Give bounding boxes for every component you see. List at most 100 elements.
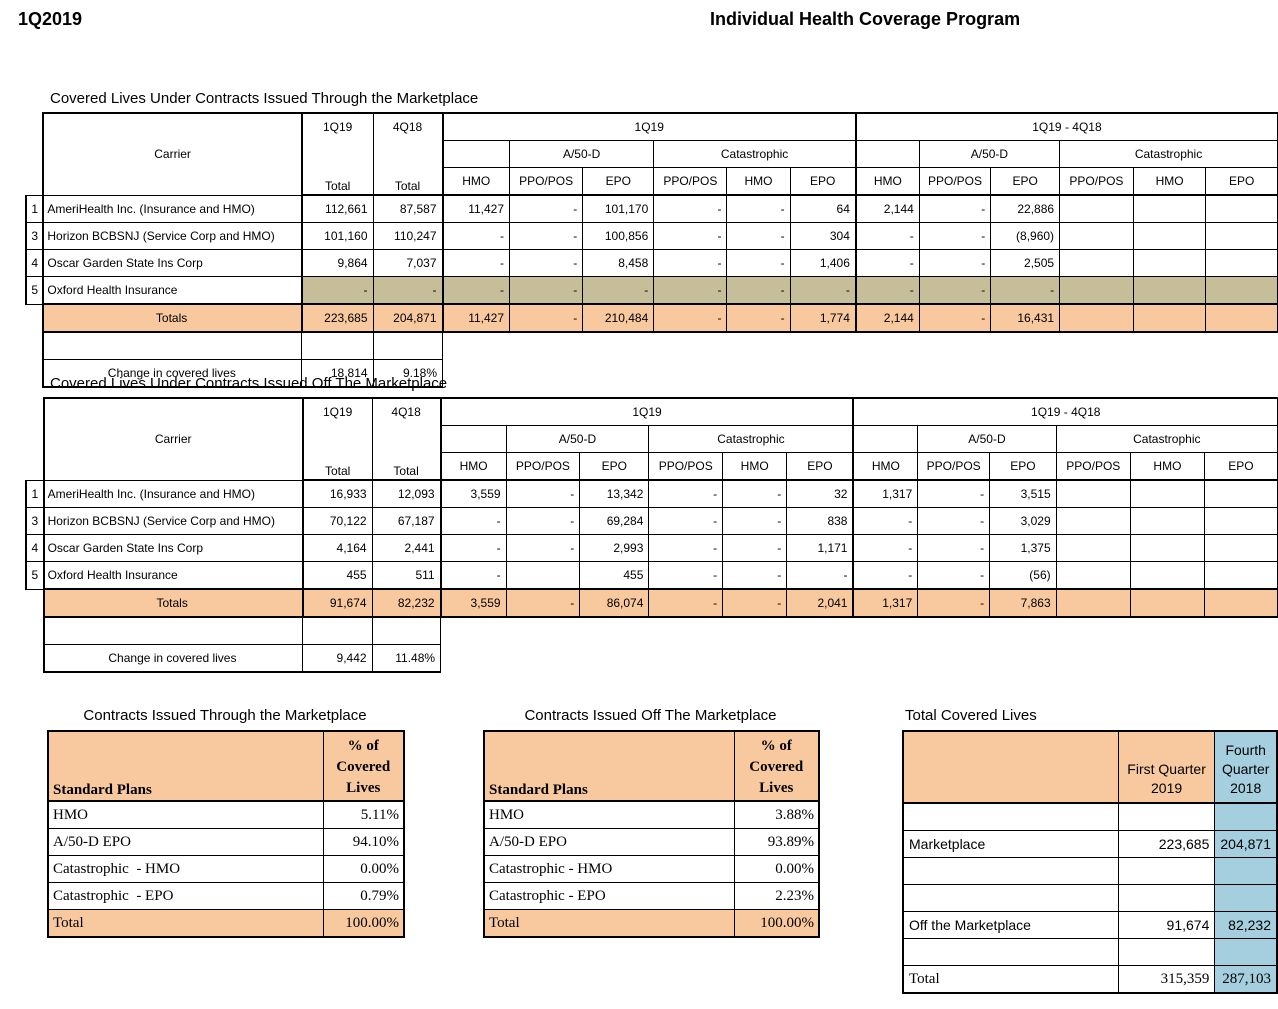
standard-plans-header: Standard Plans [483,730,735,802]
row-number: 1 [24,194,44,223]
plan-value: - [441,276,511,305]
blank-subgroup-header [439,425,507,453]
plan-value: 22,886 [990,194,1061,223]
a50d-subgroup-header: A/50-D [505,425,650,453]
spacer [917,617,990,645]
plan-value: 2,993 [579,534,650,562]
spacer [440,644,507,672]
prior-quarter-header-clipped: Fourth Quarter 2018 [1214,730,1278,804]
spacer [1059,359,1134,387]
blank-cell [1214,802,1278,831]
off-marketplace-covered-lives-table-container: Carrier 1Q19 4Q18 1Q19 1Q19 - 4Q18 Total Total… [25,397,1278,673]
totals-4q18-value: 82,232 [371,588,442,618]
plan-value [1055,479,1131,508]
plan-value: - [852,507,919,535]
plan-type-header: PPO/POS [917,452,991,481]
totals-plan-value: - [509,303,584,333]
plan-value: 3,029 [989,507,1057,535]
plan-value: 11,427 [441,194,511,223]
total-percent: 100.00% [733,909,820,938]
spacer [1133,332,1206,360]
spacer [1130,617,1205,645]
total-4q18-value: 7,037 [372,249,444,277]
carrier-name: AmeriHealth Inc. (Insurance and HMO) [42,194,303,223]
plan-value: 304 [789,222,857,250]
plan-label: A/50-D EPO [483,828,735,856]
plan-percent: 0.00% [733,855,820,883]
plan-value: - [917,479,991,508]
plan-value: - [726,276,791,305]
carrier-name: Oscar Garden State Ins Corp [42,249,303,277]
totals-plan-value: 7,863 [989,588,1057,618]
blank-cell [371,616,442,645]
plan-value: - [852,534,919,562]
total-1q19-value: 112,661 [300,194,374,223]
totals-1q19-value: 91,674 [301,588,373,618]
plan-value: - [648,534,724,562]
plan-value: - [990,276,1061,305]
total-prior-value-clipped: 287,103 [1214,965,1278,994]
plan-percent: 2.23% [733,882,820,910]
plan-value: 8,458 [582,249,655,277]
totals-plan-value [1205,303,1278,333]
totals-plan-value: 16,431 [990,303,1061,333]
plan-value: - [648,479,724,508]
blank-cell [1214,884,1278,912]
total-4q18-value: - [372,276,444,305]
totals-plan-value: - [917,588,991,618]
plan-value: 455 [579,561,650,590]
a50d-subgroup-header: A/50-D [509,140,655,168]
change-value: 18,814 [301,359,374,388]
plan-type-header: HMO [1132,167,1207,196]
spacer [653,332,727,360]
totals-plan-value: 1,774 [789,303,857,333]
totals-plan-value: 11,427 [441,303,511,333]
plan-value [1055,534,1131,562]
current-quarter-header: 1Q19 [300,112,374,141]
plan-label: Catastrophic - HMO [483,855,735,883]
plan-label: HMO [47,800,324,829]
totals-plan-value: - [648,588,724,618]
spacer [1130,644,1205,672]
spacer [917,644,990,672]
plan-value [1055,507,1131,535]
spacer [786,617,854,645]
totals-plan-value: - [726,303,791,333]
plan-type-header: PPO/POS [1055,452,1131,481]
off-marketplace-covered-lives-table: Carrier 1Q19 4Q18 1Q19 1Q19 - 4Q18 Total Total… [25,397,1278,673]
total-4q18-value: 110,247 [372,222,444,250]
plan-value: - [648,561,724,590]
corner-spacer [26,398,44,480]
totals-plan-value [1059,303,1134,333]
spacer [919,332,991,360]
spacer [440,617,507,645]
plan-type-header: PPO/POS [505,452,581,481]
spacer [648,617,723,645]
carrier-header: Carrier [42,397,304,481]
spacer [506,617,580,645]
plan-label: HMO [483,800,735,829]
total-1q19-value: 101,160 [300,222,374,250]
totals-row-label: Totals [42,303,303,333]
total-4q18-value: 511 [371,561,442,590]
plan-value: - [439,561,507,590]
current-quarter-value: 91,674 [1117,911,1216,939]
carrier-name: Horizon BCBSNJ (Service Corp and HMO) [42,507,304,535]
spacer [990,332,1060,360]
totals-plan-value: - [505,588,581,618]
plan-type-header: HMO [854,167,920,196]
row-number: 3 [24,222,44,250]
totals-row-label: Totals [42,588,304,618]
prior-quarter-value-clipped: 204,871 [1214,830,1278,858]
total-1q19-value: 70,122 [301,507,373,535]
blank-subgroup-header [441,140,511,168]
spacer [26,644,44,672]
plan-value [1129,507,1205,535]
total-covered-lives-table-container: First Quarter 2019 Fourth Quarter 2018 Mar… [902,730,1278,994]
row-number: 3 [25,507,45,535]
plan-value: - [917,507,991,535]
blank-cell [1117,938,1216,966]
pct-table-marketplace: Standard Plans% of Covered Lives HMO 5.11%… [47,730,405,938]
total-4q18-value: 12,093 [371,479,442,508]
spacer [786,644,854,672]
